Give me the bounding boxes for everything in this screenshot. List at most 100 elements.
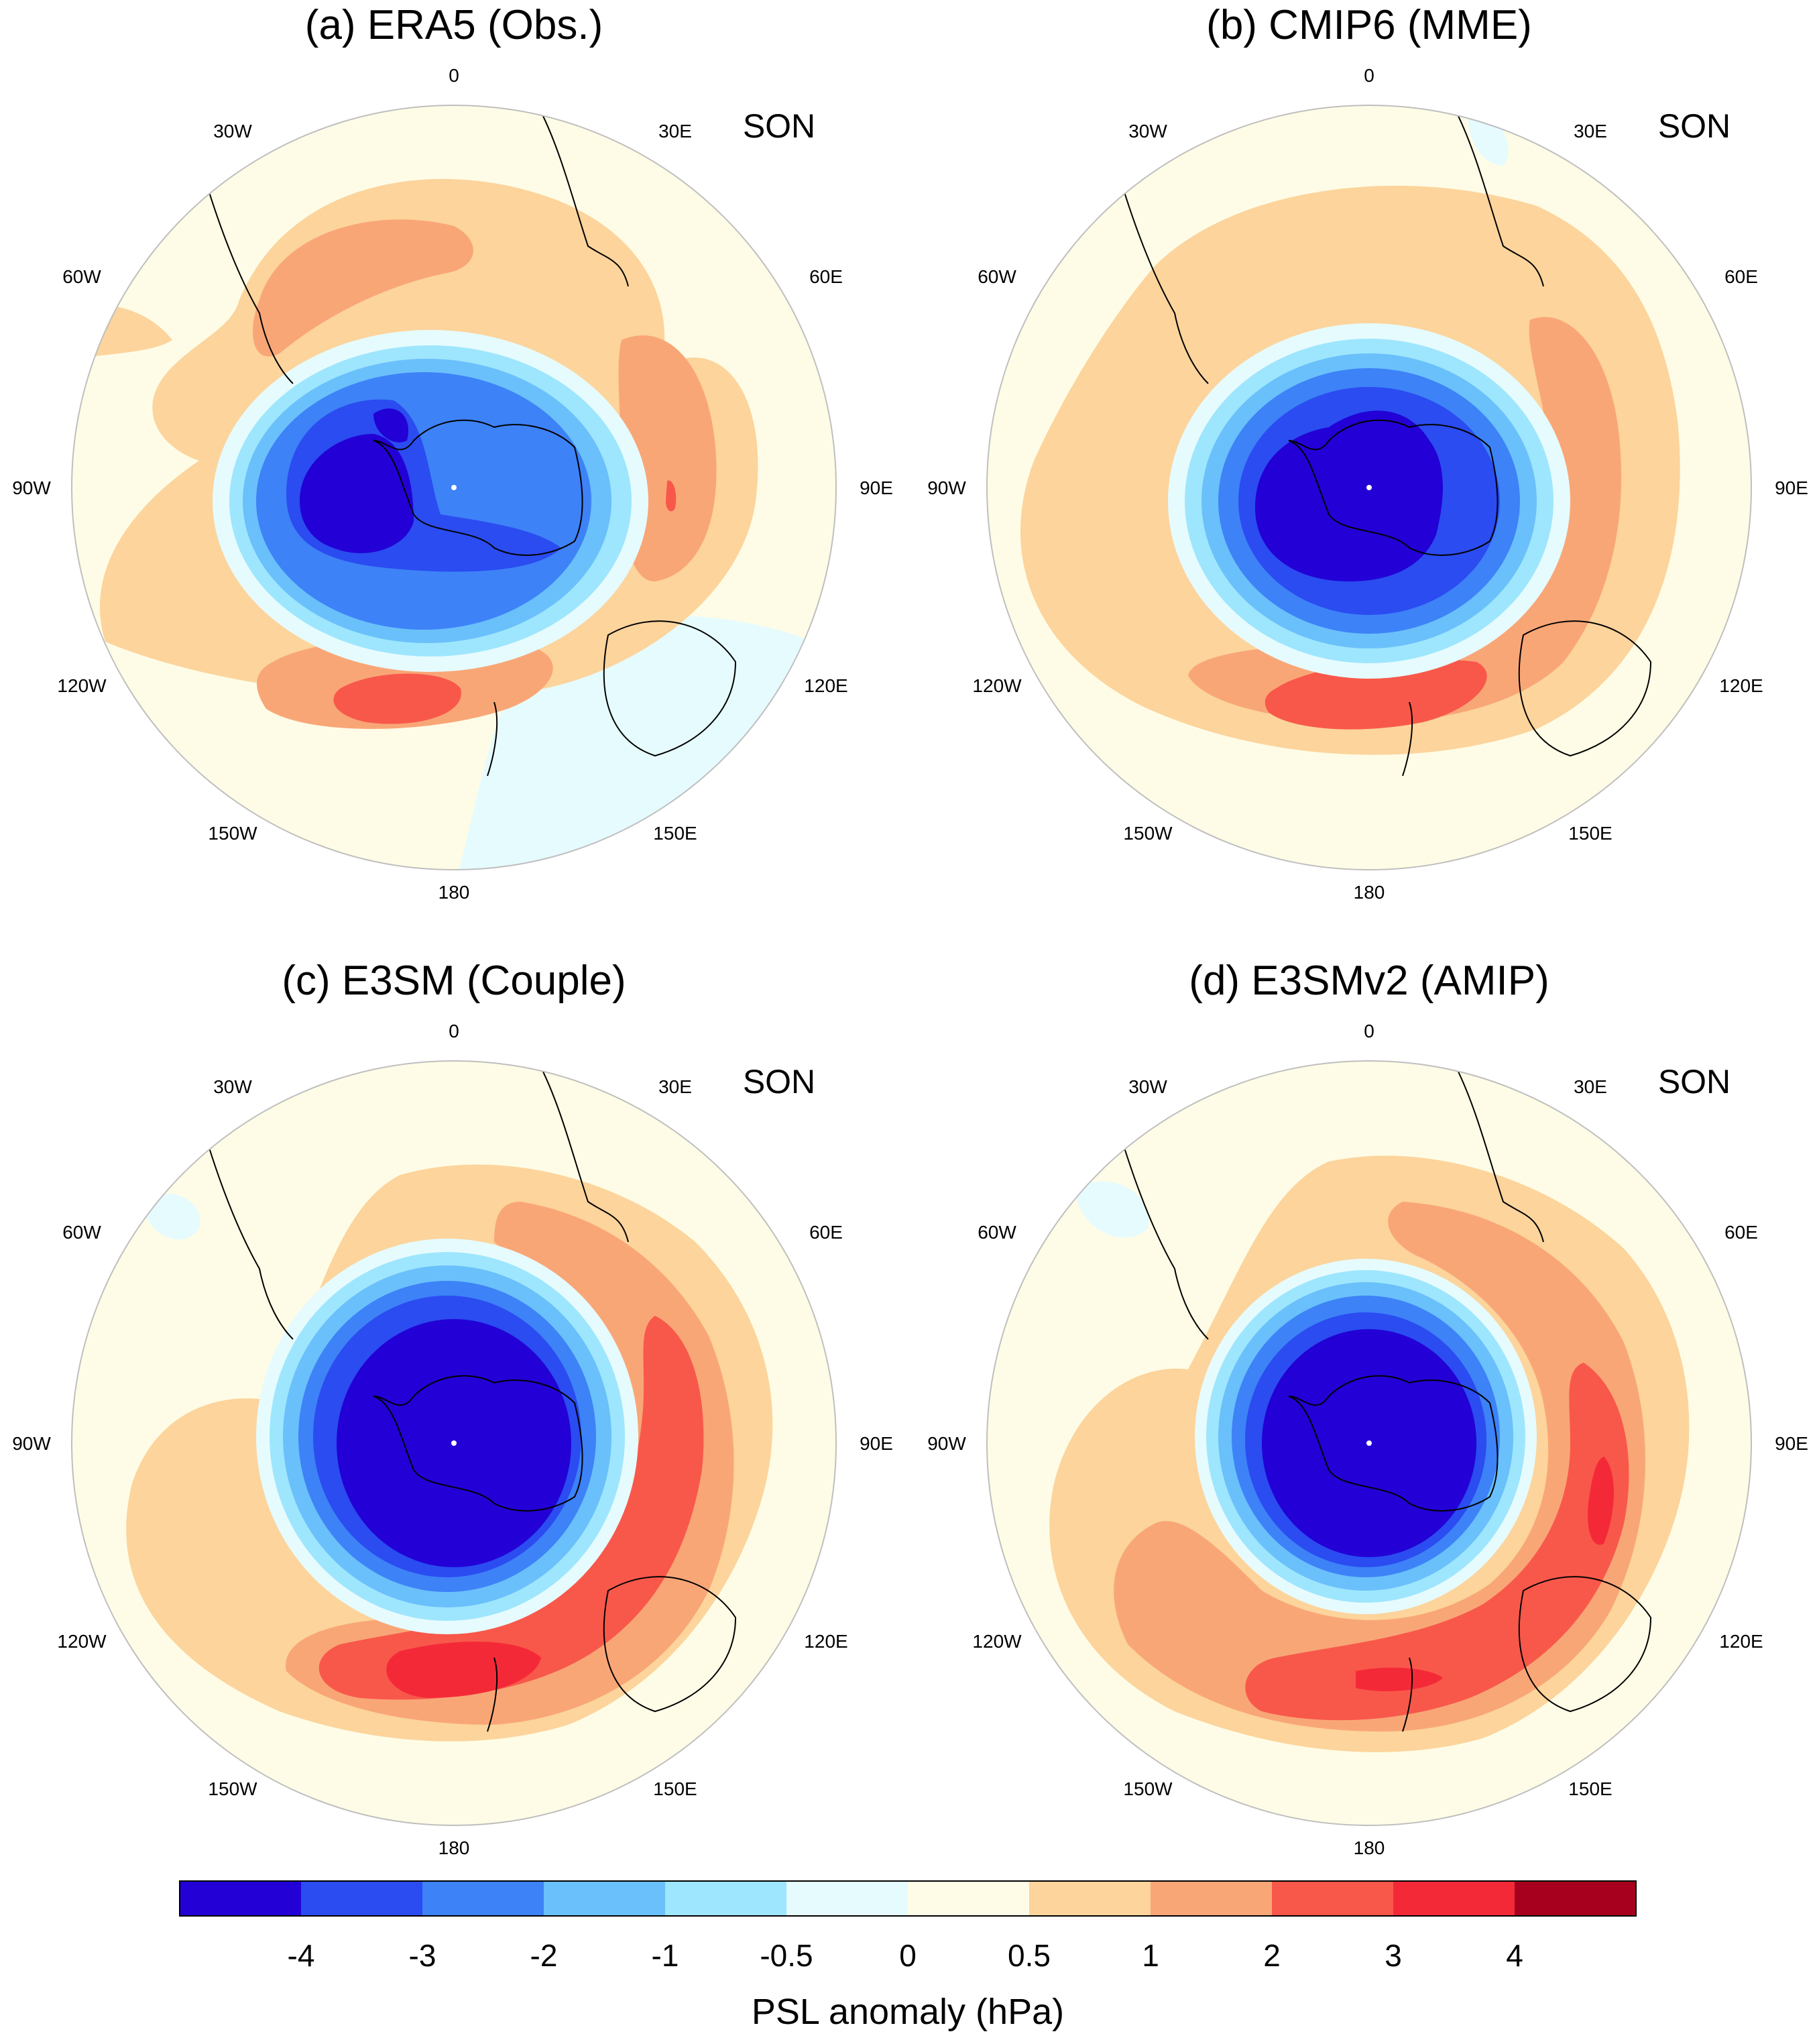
lon-label-120e: 120E <box>804 1631 847 1652</box>
pole-marker <box>451 485 457 490</box>
panel-d: (d) E3SMv2 (AMIP) SON <box>927 958 1808 1858</box>
lon-label-90w: 90W <box>927 477 966 498</box>
colorbar-tick-label: -3 <box>409 1938 436 1973</box>
lon-label-120e: 120E <box>1719 1631 1763 1652</box>
colorbar-swatch <box>1151 1881 1272 1916</box>
anomaly-contour <box>1265 659 1487 730</box>
lon-label-90w: 90W <box>927 1433 966 1454</box>
lon-label-120w: 120W <box>57 1631 107 1652</box>
colorbar-swatch <box>786 1881 908 1916</box>
lon-label-60w: 60W <box>62 266 101 287</box>
lon-label-90e: 90E <box>860 477 893 498</box>
colorbar-swatch <box>180 1881 301 1916</box>
colorbar-tick-label: -1 <box>652 1938 679 1973</box>
panel-a: (a) ERA5 (Obs.) SON <box>12 2 893 903</box>
lon-label-60w: 60W <box>978 266 1016 287</box>
anomaly-contour <box>666 480 677 512</box>
colorbar: -4 -3 -2 -1 -0.5 0 0.5 1 2 3 4 PSL anoma… <box>179 1880 1637 2032</box>
colorbar-swatch <box>1393 1881 1515 1916</box>
anomaly-contour <box>373 408 408 443</box>
lon-label-120w: 120W <box>57 675 107 696</box>
polar-map: 0 30E 60E 90E 120E 150E 180 150W 120W 90… <box>12 1021 893 1858</box>
lon-label-0: 0 <box>449 65 459 86</box>
lon-label-180: 180 <box>1354 882 1385 903</box>
lon-label-60e: 60E <box>809 266 843 287</box>
lon-label-90e: 90E <box>1775 477 1808 498</box>
coastlines <box>1114 111 1652 777</box>
coastlines <box>198 111 737 777</box>
lon-label-30e: 30E <box>1574 121 1607 141</box>
lon-label-90e: 90E <box>860 1433 893 1454</box>
map-boundary <box>71 1060 837 1826</box>
lon-label-150w: 150W <box>208 823 257 844</box>
panel-title: (d) E3SMv2 (AMIP) <box>1189 958 1549 1004</box>
season-label: SON <box>1658 1063 1730 1100</box>
lon-label-150e: 150E <box>1568 1778 1612 1799</box>
lon-label-30w: 30W <box>1128 121 1167 141</box>
pole-marker <box>1366 1440 1372 1446</box>
anomaly-contour <box>1588 1457 1614 1545</box>
lon-label-30w: 30W <box>213 121 252 141</box>
lon-label-30e: 30E <box>658 121 692 141</box>
lon-label-150w: 150W <box>1123 823 1173 844</box>
lon-label-150w: 150W <box>208 1778 257 1799</box>
lon-label-180: 180 <box>438 1837 470 1858</box>
lon-label-60w: 60W <box>62 1222 101 1243</box>
anomaly-contour <box>300 434 414 553</box>
colorbar-swatch <box>301 1881 422 1916</box>
panel-title: (a) ERA5 (Obs.) <box>305 2 603 48</box>
lon-label-60w: 60W <box>978 1222 1016 1243</box>
lon-label-30w: 30W <box>213 1076 252 1097</box>
colorbar-tick-label: -0.5 <box>760 1938 813 1973</box>
polar-map: 0 30E 60E 90E 120E 150E 180 150W 120W 90… <box>12 65 893 903</box>
colorbar-tick-label: 0.5 <box>1008 1938 1051 1973</box>
pole-marker <box>451 1440 457 1446</box>
lon-label-60e: 60E <box>809 1222 843 1243</box>
anomaly-contour <box>386 1642 541 1698</box>
panel-title: (c) E3SM (Couple) <box>282 958 626 1004</box>
lon-label-120e: 120E <box>804 675 847 696</box>
colorbar-swatch <box>665 1881 786 1916</box>
colorbar-swatch <box>422 1881 544 1916</box>
polar-map: 0 30E 60E 90E 120E 150E 180 150W 120W 90… <box>927 1021 1808 1858</box>
lon-label-90w: 90W <box>12 477 51 498</box>
panel-b: (b) CMIP6 (MME) SON <box>927 2 1808 903</box>
map-boundary <box>986 105 1752 870</box>
lon-label-90w: 90W <box>12 1433 51 1454</box>
coastlines <box>198 1067 737 1732</box>
lon-label-180: 180 <box>438 882 470 903</box>
colorbar-tick-label: -4 <box>288 1938 315 1973</box>
lon-label-120w: 120W <box>972 675 1022 696</box>
lon-label-90e: 90E <box>1775 1433 1808 1454</box>
map-boundary <box>986 1060 1752 1826</box>
lon-label-30e: 30E <box>1574 1076 1607 1097</box>
lon-label-120e: 120E <box>1719 675 1763 696</box>
season-label: SON <box>1658 107 1730 145</box>
colorbar-tick-label: -2 <box>530 1938 558 1973</box>
panel-c: (c) E3SM (Couple) SON <box>12 958 893 1858</box>
lon-label-0: 0 <box>449 1021 459 1041</box>
map-boundary <box>71 105 837 870</box>
panel-title: (b) CMIP6 (MME) <box>1206 2 1532 48</box>
lon-label-150w: 150W <box>1123 1778 1173 1799</box>
lon-label-0: 0 <box>1364 65 1374 86</box>
colorbar-swatch <box>1515 1881 1636 1916</box>
colorbar-frame <box>179 1880 1637 1917</box>
season-label: SON <box>743 1063 815 1100</box>
colorbar-swatch <box>1029 1881 1151 1916</box>
anomaly-contour <box>333 673 461 724</box>
anomaly-contour <box>318 1316 704 1700</box>
coastlines <box>1114 1067 1652 1732</box>
polar-map: 0 30E 60E 90E 120E 150E 180 150W 120W 90… <box>927 65 1808 903</box>
colorbar-swatch <box>1272 1881 1393 1916</box>
lon-label-60e: 60E <box>1724 266 1758 287</box>
anomaly-contour <box>1074 1181 1149 1238</box>
lon-label-30w: 30W <box>1128 1076 1167 1097</box>
colorbar-title: PSL anomaly (hPa) <box>752 1992 1064 2032</box>
lon-label-180: 180 <box>1354 1837 1385 1858</box>
pole-marker <box>1366 485 1372 490</box>
colorbar-tick-label: 0 <box>899 1938 917 1973</box>
colorbar-swatch <box>908 1881 1029 1916</box>
colorbar-tick-label: 2 <box>1263 1938 1281 1973</box>
